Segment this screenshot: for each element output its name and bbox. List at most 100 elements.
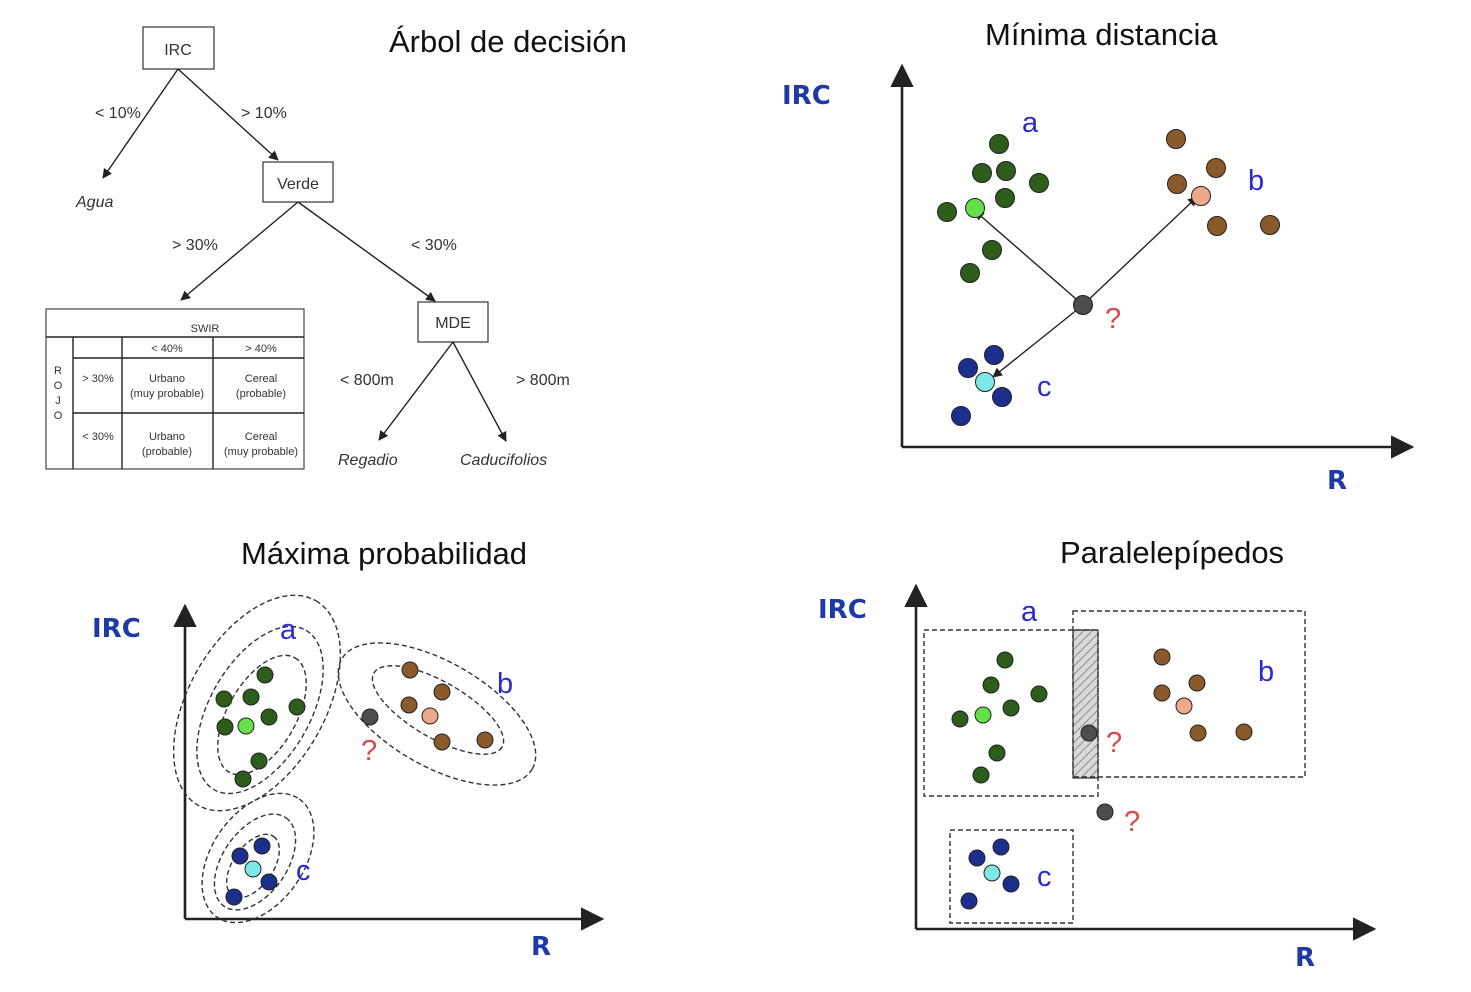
parallel-label-b: b [1258,656,1274,688]
edge-label-gt800: > 800m [516,372,570,389]
max-prob-xlabel: R [531,932,551,962]
table-cell: Cereal [245,373,277,385]
table-header-swir: SWIR [191,323,220,335]
mean-class-c [244,860,262,878]
point-class-c [225,888,243,906]
table-col-lt40: < 40% [151,343,183,355]
box-class-b [1072,610,1306,778]
point-class-c [1002,875,1020,893]
point-class-a [256,666,274,684]
edge-label-gt30: > 30% [172,237,218,254]
point-class-a [982,676,1000,694]
max-prob-unknown-label: ? [361,735,377,767]
point-class-c [992,838,1010,856]
min-dist-xlabel: R [1327,466,1347,496]
parallel-unknown-label-1: ? [1106,727,1122,759]
edge-label-lt10: < 10% [95,105,141,122]
max-probability-panel: Máxima probabilidad IRC R a b c ? [92,536,605,962]
edge-verde-table [180,201,299,301]
parallel-ylabel: IRC [818,595,867,625]
min-dist-unknown-label: ? [1105,303,1121,335]
table-cell: Urbano [149,373,185,385]
edge-irc-verde [177,68,279,161]
table-row-letter: O [54,380,63,392]
node-mde-label: MDE [435,315,471,332]
table-cell: Cereal [245,431,277,443]
table-col-gt40: > 40% [245,343,277,355]
node-mde-box [417,301,489,343]
edge-label-lt800: < 800m [340,372,394,389]
point-class-a [972,163,992,183]
mean-class-c [983,864,1001,882]
point-class-c [260,873,278,891]
point-class-b [433,733,451,751]
parallel-title: Paralelepípedos [1060,535,1284,570]
point-class-b [1189,724,1207,742]
point-class-a [989,134,1009,154]
edge-irc-agua [102,68,179,179]
point-class-b [1153,648,1171,666]
point-class-a [988,744,1006,762]
point-class-b [1207,216,1227,236]
min-dist-label-c: c [1037,371,1052,403]
point-class-b [433,683,451,701]
leaf-regadio: Regadio [338,452,398,469]
point-class-a [937,202,957,222]
min-dist-label-a: a [1022,107,1039,139]
node-irc-box [142,26,215,70]
point-class-a [972,766,990,784]
parallel-unknown-label-2: ? [1124,806,1140,838]
point-class-b [1167,174,1187,194]
unknown-point [1073,295,1093,315]
mean-class-b [1175,697,1193,715]
arrow-to-mean-b [1082,196,1198,306]
max-prob-label-a: a [280,614,297,646]
arrow-to-mean-a [974,210,1084,306]
tree-title: Árbol de decisión [389,24,627,59]
point-class-b [1206,158,1226,178]
mean-class-b [421,707,439,725]
unknown-point [1080,724,1098,742]
min-dist-ylabel: IRC [782,81,831,111]
unknown-point [361,708,379,726]
point-class-c [960,892,978,910]
mean-class-b [1191,186,1211,206]
point-class-a [234,770,252,788]
parallel-label-a: a [1021,596,1038,628]
edge-label-lt30: < 30% [411,237,457,254]
table-row-letter: J [55,395,61,407]
mean-class-c [975,372,995,392]
max-prob-label-b: b [497,668,513,700]
point-class-a [216,718,234,736]
point-class-a [982,240,1002,260]
table-cell: (muy probable) [224,446,298,458]
point-class-c [253,837,271,855]
node-irc-label: IRC [164,42,192,59]
edge-mde-regadio [378,341,454,441]
node-verde-box [262,161,334,203]
point-class-a [996,161,1016,181]
point-class-b [1235,723,1253,741]
point-class-a [1002,699,1020,717]
min-dist-label-b: b [1248,165,1264,197]
point-class-b [1153,684,1171,702]
min-distance-panel: Mínima distancia IRC R a b c ? [782,17,1415,496]
max-prob-label-c: c [296,855,311,887]
overlap-region [1072,629,1099,779]
mean-class-a [237,717,255,735]
point-class-c [992,387,1012,407]
point-class-c [231,847,249,865]
point-class-b [476,731,494,749]
point-class-a [1030,685,1048,703]
point-class-a [996,651,1014,669]
ellipses-class-a [172,594,342,812]
max-prob-title: Máxima probabilidad [241,536,527,571]
edge-verde-mde [297,201,436,302]
decision-tree-panel: Árbol de decisión IRC < 10% > 10% Agua V… [45,24,627,470]
point-class-b [1188,674,1206,692]
point-class-a [960,263,980,283]
box-class-a [923,629,1099,797]
point-class-c [951,406,971,426]
point-class-a [995,188,1015,208]
